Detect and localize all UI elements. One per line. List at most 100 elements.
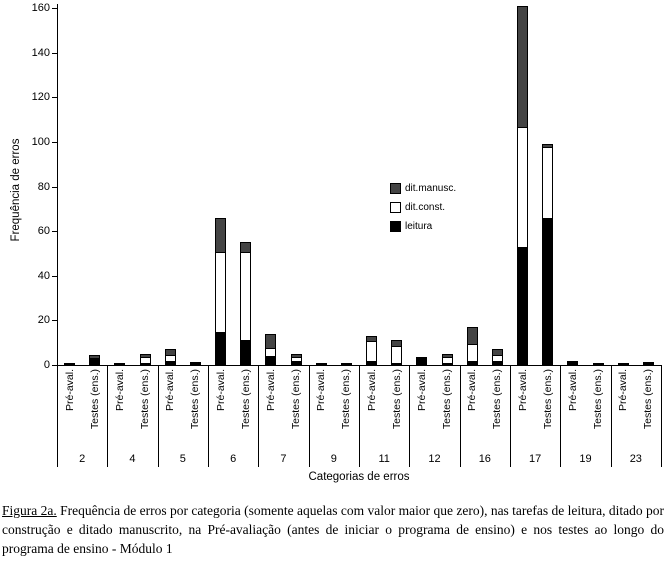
bar-segment-ditmanusc [441,353,453,359]
bar-label: Pré-aval. [164,369,177,412]
figure-caption: Figura 2a. Frequência de erros por categ… [2,502,664,559]
bar-segment-ditconst [265,348,277,358]
bar-label: Pré-aval. [63,369,76,412]
bar-segment-ditconst [542,147,554,219]
bar-segment-leitura [315,362,327,365]
caption-text: Frequência de erros por categoria (somen… [2,503,664,556]
bar-label: Pré-aval. [415,369,428,412]
y-tick-mark [52,141,57,143]
legend-swatch [390,183,401,194]
legend-label: leitura [405,220,433,232]
bar-segment-ditconst [215,252,227,333]
bar-segment-leitura [265,356,277,365]
bar-label: Pré-aval. [516,369,529,412]
y-tick-mark [52,365,57,366]
category-label: 4 [129,453,136,465]
y-axis-line [57,4,58,365]
bar-segment-ditmanusc [416,357,428,360]
bar-label: Pré-aval. [113,369,126,412]
bar-segment-ditconst [189,361,201,364]
legend-item: dit.const. [390,202,456,213]
bar-segment-ditmanusc [89,354,101,360]
y-tick-label: 160 [31,2,50,14]
y-tick-label: 40 [37,269,50,282]
y-tick-label: 80 [37,180,50,193]
y-tick-mark [52,275,57,277]
group-separator [459,365,461,467]
chart-legend: dit.manusc. dit.const. leitura [390,183,456,232]
bar-segment-ditmanusc [290,353,302,359]
bar-segment-ditconst [366,341,378,362]
bar-label: Testes (ens.) [390,369,403,430]
bar-segment-ditconst [391,345,403,364]
bar-label: Testes (ens.) [642,369,655,430]
bar-segment-leitura [240,340,252,365]
category-label: 23 [629,453,642,465]
figure-label: Figura 2a. [2,503,57,518]
legend-label: dit.manusc. [405,182,457,194]
category-label: 16 [478,453,491,465]
bar-segment-ditconst [164,354,176,362]
bar-segment-ditmanusc [366,335,378,343]
bar-segment-leitura [64,362,76,365]
y-tick-label: 0 [43,359,50,371]
bar-segment-ditconst [441,357,453,364]
bar-label: Testes (ens.) [139,369,152,430]
group-separator [157,365,159,467]
bar-label: Pré-aval. [466,369,479,412]
category-label: 17 [529,453,542,465]
bar-label: Pré-aval. [365,369,378,412]
bar-segment-leitura [215,331,227,365]
x-axis-title: Categorias de erros [308,471,410,483]
category-label: 19 [579,453,592,465]
category-label: 6 [230,453,237,465]
group-separator [409,365,411,467]
group-separator [359,365,360,467]
group-separator [208,365,209,467]
bar-segment-ditmanusc [491,349,503,356]
bar-segment-ditmanusc [240,242,252,254]
y-tick-mark [52,52,57,54]
bar-label: Testes (ens.) [290,369,303,430]
bar-label: Testes (ens.) [239,369,252,430]
y-tick-mark [52,8,57,9]
bar-segment-ditconst [642,361,654,364]
group-separator [661,365,662,467]
bar-label: Testes (ens.) [189,369,202,430]
bar-segment-leitura [416,358,428,365]
bar-segment-ditmanusc [215,217,227,254]
bar-segment-ditmanusc [265,333,277,350]
legend-swatch [390,202,401,213]
bar-segment-ditconst [240,252,252,342]
group-separator [57,365,58,467]
bar-segment-ditconst [517,127,529,248]
y-tick-mark [52,320,57,322]
bar-label: Testes (ens.) [592,369,605,430]
bar-segment-ditconst [466,343,478,362]
legend-swatch [390,221,401,232]
bar-label: Testes (ens.) [340,369,353,430]
category-label: 12 [428,453,441,465]
bar-segment-ditmanusc [466,326,478,345]
group-separator [258,365,260,467]
legend-item: leitura [390,221,456,232]
legend-item: dit.manusc. [390,183,456,194]
bar-label: Pré-aval. [315,369,328,412]
bar-segment-ditmanusc [139,353,151,359]
bar-label: Pré-aval. [264,369,277,412]
bar-segment-ditmanusc [164,349,176,356]
y-tick-mark [52,186,57,188]
bar-label: Pré-aval. [214,369,227,412]
bar-label: Testes (ens.) [541,369,554,430]
bar-label: Testes (ens.) [88,369,101,430]
group-separator [610,365,612,467]
bar-segment-ditconst [491,354,503,362]
y-tick-label: 100 [31,135,50,148]
y-tick-label: 120 [31,91,50,104]
legend-label: dit.const. [405,201,446,213]
category-label: 7 [280,453,287,465]
bar-label: Pré-aval. [566,369,579,412]
bar-label: Pré-aval. [617,369,630,412]
